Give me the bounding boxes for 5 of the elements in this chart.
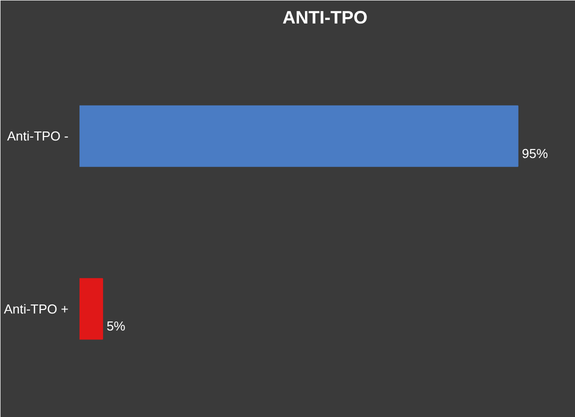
data-label: 95% [522,146,548,161]
data-label: 5% [106,318,126,334]
chart-title: ANTI-TPO [282,8,368,28]
y-tick-label: Anti-TPO - [7,128,69,144]
y-tick-label: Anti-TPO + [4,301,69,316]
